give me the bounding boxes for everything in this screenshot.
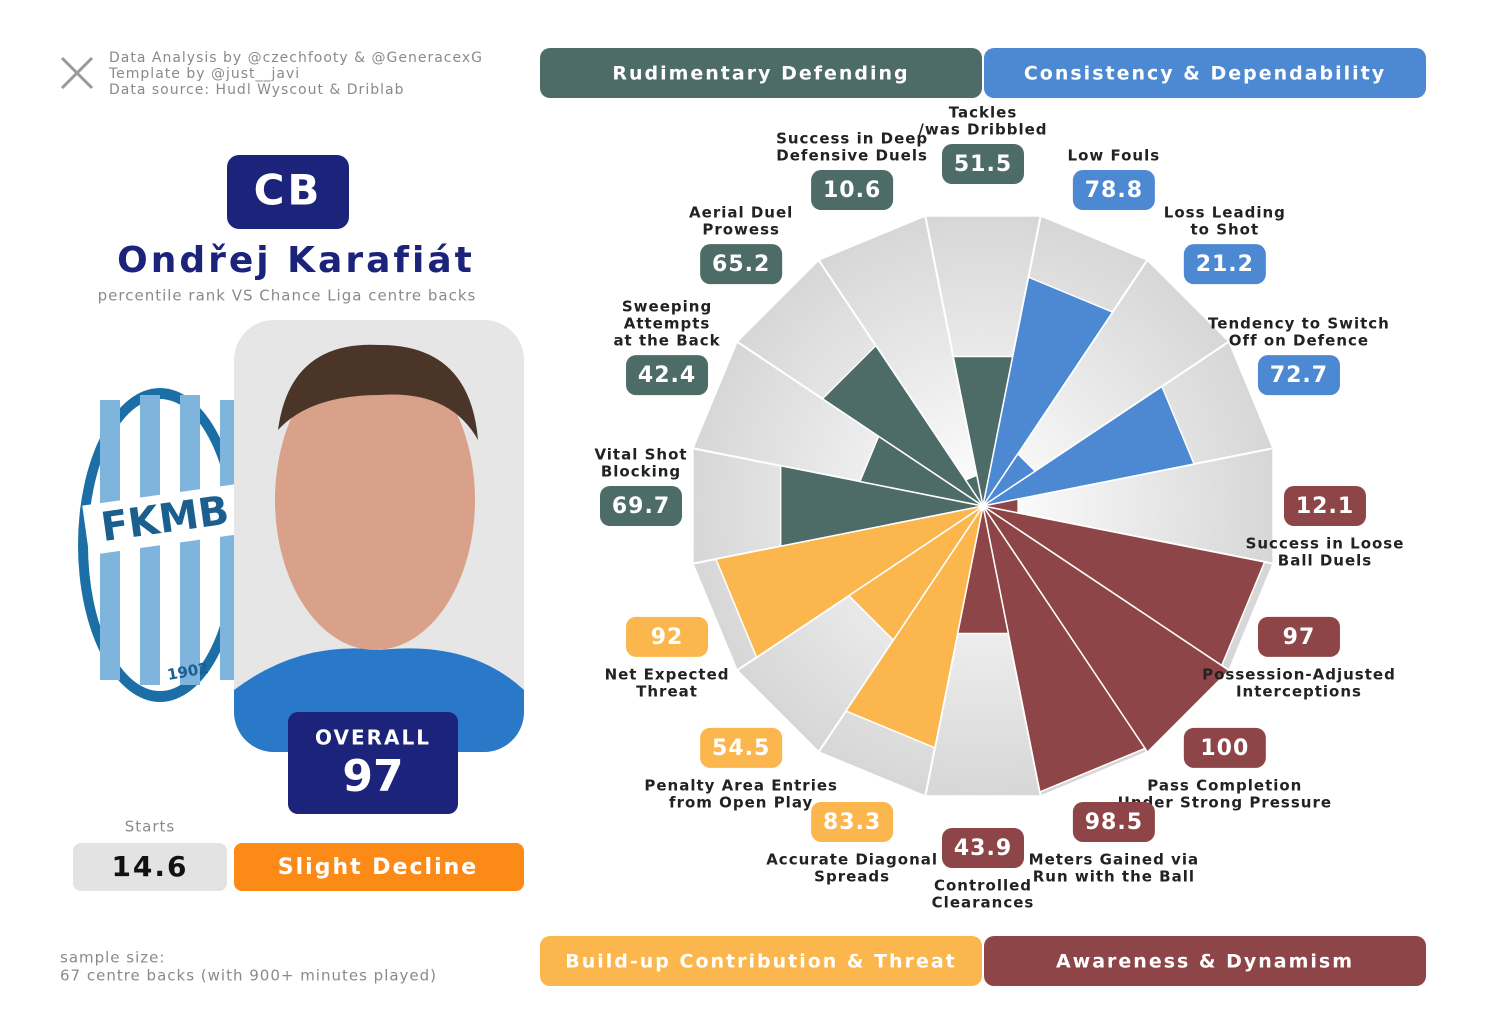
- value-box: [1072, 170, 1155, 211]
- slice: [821, 344, 984, 507]
- category-label: at the Back: [613, 332, 720, 350]
- credit: Data source: Hudl Wyscout & Driblab: [109, 82, 404, 98]
- category-label: Off on Defence: [1229, 332, 1369, 350]
- legend-label: Consistency & Dependability: [1024, 63, 1386, 85]
- category-label: Possession-Adjusted: [1202, 665, 1396, 683]
- value-box: [1183, 244, 1266, 285]
- value-label: 69.7: [612, 494, 670, 519]
- category-label: Meters Gained via: [1029, 850, 1199, 868]
- value-label: 21.2: [1196, 252, 1254, 277]
- category-label: Defensive Duels: [776, 147, 928, 165]
- category-label: Success in Loose: [1246, 535, 1405, 553]
- value-label: 42.4: [638, 363, 696, 388]
- value-box: [811, 170, 894, 211]
- category-label: Spreads: [814, 867, 890, 885]
- slice: [982, 276, 1114, 507]
- slice: [982, 505, 1147, 794]
- category-label: Controlled: [934, 877, 1032, 895]
- category-label: Net Expected: [605, 665, 730, 683]
- value-box: [1257, 355, 1340, 396]
- category-label: Aerial Duel: [689, 204, 793, 222]
- legend-box: [984, 936, 1426, 986]
- starts-label: Starts: [125, 818, 175, 836]
- player-name: Ondřej Karafiát: [117, 240, 475, 281]
- category-label: Tackles: [949, 104, 1018, 122]
- value-box: [700, 727, 783, 768]
- value-box: [942, 144, 1024, 184]
- category-label: Low Fouls: [1068, 147, 1161, 165]
- value-box: [626, 355, 709, 396]
- slice: [714, 505, 984, 659]
- value-box: [1183, 727, 1266, 768]
- category-label: Penalty Area Entries: [644, 776, 838, 794]
- category-label: Ball Duels: [1278, 552, 1372, 570]
- overall-badge: [288, 712, 458, 814]
- category-label: to Shot: [1191, 221, 1260, 239]
- legend-box: [540, 48, 982, 98]
- value-label: 100: [1200, 736, 1249, 761]
- category-label: Blocking: [601, 463, 681, 481]
- value-box: [942, 828, 1024, 868]
- sample-size: 67 centre backs (with 900+ minutes playe…: [60, 967, 437, 985]
- value-label: 43.9: [954, 836, 1012, 861]
- category-label: /was Dribbled: [918, 121, 1047, 139]
- category-label: Loss Leading: [1164, 204, 1286, 222]
- category-label: Run with the Ball: [1033, 867, 1195, 885]
- sample-size: sample size:: [60, 949, 165, 967]
- category-label: Pass Completion: [1147, 776, 1302, 794]
- player-photo: [234, 320, 524, 752]
- credit: Data Analysis by @czechfooty & @Generace…: [109, 50, 483, 66]
- subtitle: percentile rank VS Chance Liga centre ba…: [98, 287, 477, 305]
- value-label: 98.5: [1085, 810, 1143, 835]
- value-label: 65.2: [712, 252, 770, 277]
- value-label: 10.6: [823, 178, 881, 203]
- trend-box: [234, 843, 524, 891]
- club-logo: FKMB 1902: [78, 388, 236, 702]
- slice: [982, 385, 1196, 507]
- value-box: [811, 801, 894, 842]
- x-logo: [60, 56, 94, 90]
- category-label: Threat: [636, 682, 698, 700]
- category-label: Accurate Diagonal: [766, 850, 938, 868]
- category-label: Prowess: [702, 221, 780, 239]
- legend-label: Rudimentary Defending: [612, 63, 909, 85]
- value-label: 78.8: [1085, 178, 1143, 203]
- category-label: Vital Shot: [594, 446, 687, 464]
- value-box: [700, 244, 783, 285]
- value-box: [1284, 486, 1366, 526]
- credit: Template by @just__javi: [108, 66, 300, 82]
- value-label: 97: [1283, 625, 1316, 650]
- position: CB: [254, 166, 323, 215]
- trend: Slight Decline: [278, 855, 478, 880]
- legend-box: [540, 936, 982, 986]
- starts-box: [73, 843, 227, 891]
- overall-label: OVERALL: [315, 726, 431, 750]
- value-label: 51.5: [954, 152, 1012, 177]
- category-label: from Open Play: [669, 793, 813, 811]
- value-label: 83.3: [823, 810, 881, 835]
- value-box: [600, 486, 682, 526]
- value-box: [1072, 801, 1155, 842]
- value-label: 12.1: [1296, 494, 1354, 519]
- legend-box: [984, 48, 1426, 98]
- overall-value: 97: [342, 751, 403, 802]
- value-label: 92: [651, 625, 684, 650]
- category-label: Attempts: [624, 315, 711, 333]
- value-label: 54.5: [712, 736, 770, 761]
- category-label: Tendency to Switch: [1208, 315, 1390, 333]
- category-label: Sweeping: [622, 298, 712, 316]
- legend-label: Awareness & Dynamism: [1056, 951, 1354, 973]
- category-label: Clearances: [932, 894, 1035, 912]
- starts-value: 14.6: [111, 850, 188, 883]
- category-label: Under Strong Pressure: [1118, 793, 1332, 811]
- value-box: [1257, 616, 1340, 657]
- position-badge: [227, 155, 349, 229]
- value-box: [626, 616, 709, 657]
- category-label: Interceptions: [1236, 682, 1362, 700]
- legend-label: Build-up Contribution & Threat: [565, 951, 957, 973]
- value-label: 72.7: [1270, 363, 1328, 388]
- category-label: Success in Deep: [776, 130, 928, 148]
